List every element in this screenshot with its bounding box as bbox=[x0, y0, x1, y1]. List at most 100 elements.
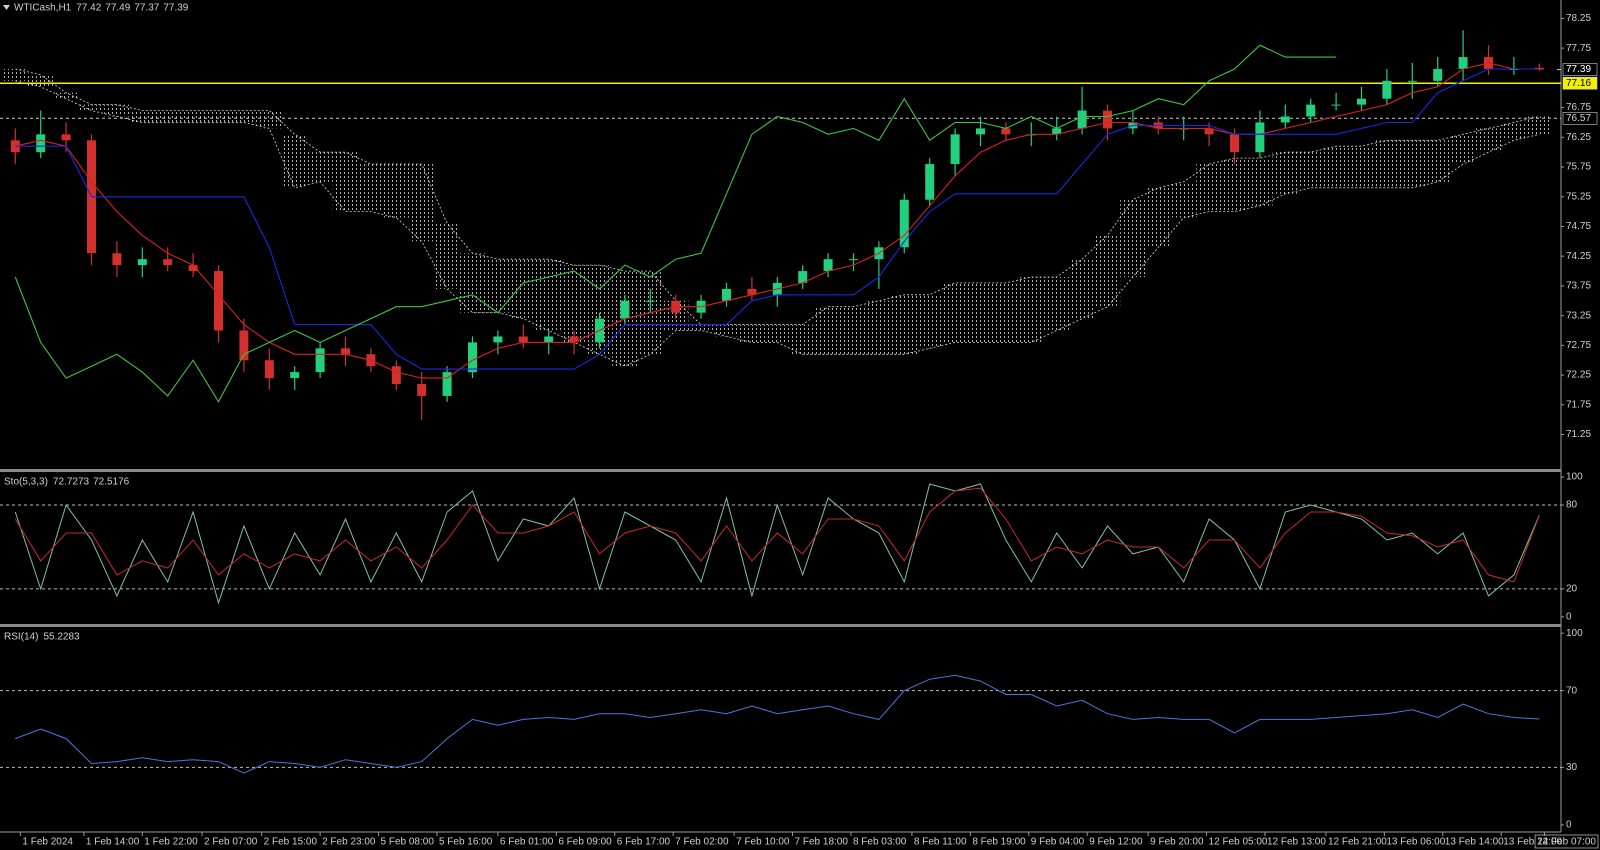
cloud-segment bbox=[1501, 122, 1527, 141]
candle-body bbox=[1103, 110, 1112, 129]
y-tick-label: 71.75 bbox=[1566, 399, 1591, 410]
menu-arrow bbox=[3, 5, 10, 10]
price-label: 77.16 bbox=[1566, 78, 1591, 89]
cloud-segment bbox=[764, 324, 790, 343]
cloud-segment bbox=[713, 324, 740, 337]
cloud-segment bbox=[459, 253, 486, 313]
candle-body bbox=[417, 383, 427, 396]
x-tick-label: 14 Feb 07:00 bbox=[1537, 837, 1596, 848]
cloud-segment bbox=[1094, 235, 1121, 307]
cloud-segment bbox=[1120, 199, 1146, 278]
cloud-segment bbox=[917, 294, 943, 349]
cloud-segment bbox=[104, 104, 130, 117]
panel-title: WTICash,H1 bbox=[14, 3, 72, 14]
cloud-segment bbox=[155, 110, 181, 123]
y-tick-label: 80 bbox=[1566, 500, 1578, 511]
x-tick-label: 13 Feb 06:00 bbox=[1386, 837, 1445, 848]
cloud-segment bbox=[1247, 158, 1273, 206]
candle-body bbox=[1433, 68, 1443, 81]
cloud-segment bbox=[78, 104, 105, 111]
candle-body bbox=[391, 366, 401, 384]
cloud-segment bbox=[1272, 152, 1298, 194]
cloud-segment bbox=[688, 324, 714, 331]
panel-title: RSI(14) bbox=[4, 632, 38, 643]
x-tick-label: 1 Feb 22:00 bbox=[144, 837, 198, 848]
price-label: 76.57 bbox=[1566, 113, 1591, 124]
x-tick-box bbox=[1534, 834, 1599, 849]
candle-body bbox=[1382, 80, 1392, 99]
y-tick-label: 75.75 bbox=[1566, 162, 1591, 173]
price-label-box bbox=[1562, 63, 1598, 76]
indicator-line bbox=[15, 674, 1540, 774]
x-tick-label: 6 Feb 01:00 bbox=[500, 837, 554, 848]
y-tick-label: 71.25 bbox=[1566, 429, 1591, 440]
candle-body bbox=[264, 360, 274, 379]
candle-body bbox=[1357, 98, 1366, 105]
cloud-segment bbox=[1298, 152, 1324, 188]
cloud-segment bbox=[1450, 134, 1476, 165]
y-tick-label: 0 bbox=[1566, 820, 1572, 831]
candle-body bbox=[239, 330, 249, 361]
x-tick-label: 12 Feb 05:00 bbox=[1209, 837, 1268, 848]
cloud-segment bbox=[536, 259, 562, 331]
price-label-box bbox=[1562, 111, 1598, 125]
x-tick-label: 8 Feb 19:00 bbox=[972, 837, 1026, 848]
candle-body bbox=[544, 336, 554, 343]
price-label: 77.39 bbox=[1566, 64, 1591, 75]
y-tick-label: 0 bbox=[1566, 612, 1572, 623]
x-tick-label: 12 Feb 13:00 bbox=[1267, 837, 1326, 848]
candle-body bbox=[1001, 128, 1011, 135]
cloud-segment bbox=[485, 259, 511, 313]
indicator-line bbox=[14, 483, 1540, 605]
y-tick-label: 30 bbox=[1566, 762, 1578, 773]
x-tick-label: 2 Feb 07:00 bbox=[204, 837, 258, 848]
cloud-segment bbox=[891, 294, 917, 355]
candle-body bbox=[442, 372, 452, 396]
y-tick-label: 75.25 bbox=[1566, 191, 1591, 202]
candle-body bbox=[61, 134, 71, 141]
y-tick-label: 73.75 bbox=[1566, 281, 1591, 292]
candle-body bbox=[1052, 128, 1062, 135]
cloud-segment bbox=[205, 110, 232, 123]
cloud-segment bbox=[1018, 277, 1044, 343]
candle-body bbox=[798, 271, 808, 283]
header-value: 77.42 bbox=[76, 3, 101, 14]
cloud-segment bbox=[1221, 158, 1248, 212]
header-value: 77.37 bbox=[134, 3, 159, 14]
candle-body bbox=[1204, 128, 1214, 135]
cloud-segment bbox=[1196, 164, 1222, 212]
cloud-segment bbox=[1323, 146, 1349, 188]
header-value: 72.5176 bbox=[93, 477, 130, 488]
candle-body bbox=[10, 140, 20, 153]
cloud-segment bbox=[993, 282, 1019, 343]
cloud-segment bbox=[866, 300, 892, 355]
x-tick-label: 12 Feb 21:00 bbox=[1328, 837, 1387, 848]
cloud-segment bbox=[967, 282, 994, 343]
candle-body bbox=[468, 342, 477, 373]
candle-body bbox=[341, 348, 350, 355]
x-tick-label: 7 Feb 02:00 bbox=[675, 837, 729, 848]
cloud-segment bbox=[1044, 277, 1070, 331]
candle-body bbox=[1280, 116, 1290, 123]
x-tick-label: 6 Feb 17:00 bbox=[617, 837, 671, 848]
cloud-segment bbox=[383, 164, 409, 218]
cloud-segment bbox=[129, 110, 155, 123]
cloud-segment bbox=[358, 164, 384, 212]
candle-body bbox=[823, 259, 833, 272]
y-tick-label: 76.75 bbox=[1566, 102, 1591, 113]
y-tick-label: 78.25 bbox=[1566, 13, 1591, 24]
cloud-segment bbox=[307, 152, 333, 182]
cloud-segment bbox=[256, 110, 282, 129]
cloud-segment bbox=[28, 74, 54, 87]
x-tick-label: 2 Feb 23:00 bbox=[322, 837, 376, 848]
header-value: 72.7273 bbox=[53, 477, 90, 488]
cloud-segment bbox=[942, 282, 968, 343]
panel-title: Sto(5,3,3) bbox=[4, 477, 48, 488]
cloud-segment bbox=[1399, 140, 1425, 188]
candle-body bbox=[976, 128, 985, 135]
candle-body bbox=[925, 164, 935, 200]
panel-separator bbox=[0, 624, 1561, 627]
cloud-segment bbox=[282, 134, 308, 188]
